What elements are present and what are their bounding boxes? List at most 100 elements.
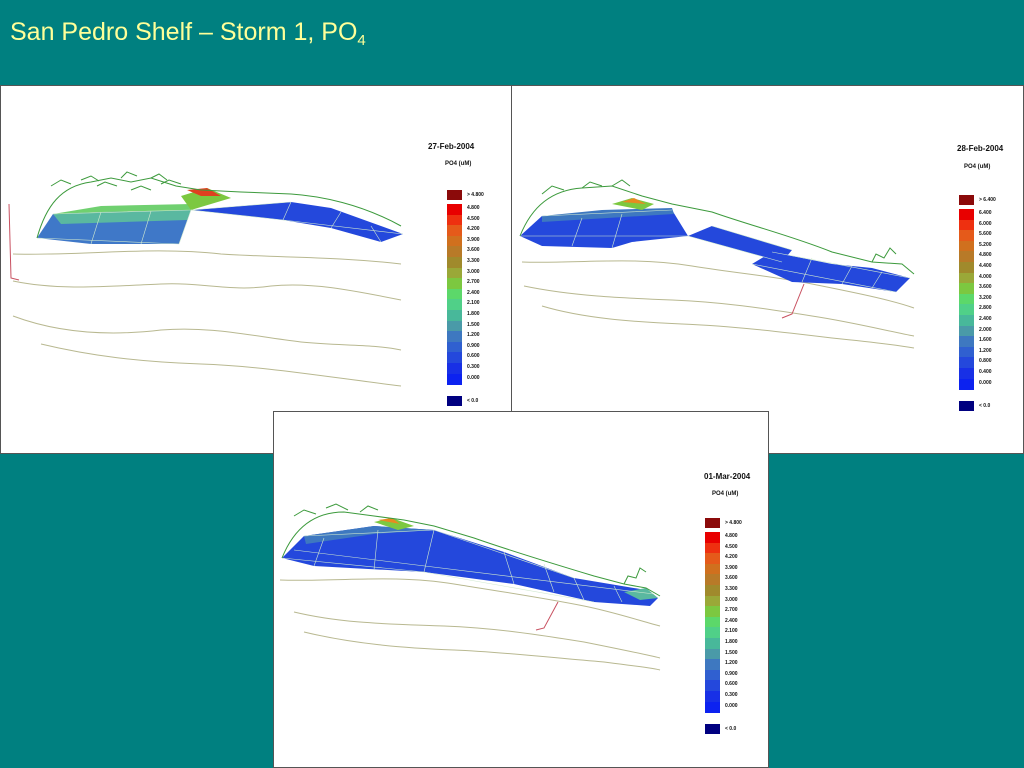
legend-swatch bbox=[447, 373, 462, 385]
legend-level-label: 3.600 bbox=[979, 284, 992, 291]
isobath-lines bbox=[521, 260, 915, 349]
legend-swatch bbox=[959, 315, 974, 326]
color-legend: > 4.800 4.800 4.500 4.200 3.900 3.600 3.300 3.0… bbox=[447, 190, 507, 410]
legend-level-label: 4.400 bbox=[979, 263, 992, 269]
grid-hotspot-red bbox=[378, 518, 400, 524]
legend-level-label: 0.000 bbox=[467, 374, 480, 381]
legend-level-label: 4.800 bbox=[725, 533, 738, 539]
legend-level-label: 4.200 bbox=[725, 554, 738, 561]
coastline bbox=[519, 179, 915, 275]
legend-swatch bbox=[447, 235, 462, 247]
legend-level-label: 2.400 bbox=[467, 289, 480, 296]
legend-level-label: 2.100 bbox=[725, 628, 738, 635]
legend-swatch bbox=[447, 320, 462, 332]
legend-swatch bbox=[705, 669, 720, 681]
grid-main bbox=[282, 526, 658, 606]
legend-swatch bbox=[705, 701, 720, 713]
legend-swatch bbox=[447, 267, 462, 279]
legend-swatch bbox=[447, 246, 462, 258]
legend-level-label: 1.500 bbox=[467, 321, 480, 328]
legend-swatch bbox=[447, 310, 462, 321]
legend-level-label: 2.700 bbox=[725, 607, 738, 614]
legend-over-swatch bbox=[447, 190, 462, 200]
grid-mid bbox=[688, 226, 792, 262]
legend-under-swatch bbox=[447, 396, 462, 407]
legend-swatch bbox=[447, 225, 462, 237]
panel-date: 01-Mar-2004 bbox=[704, 472, 751, 481]
grid-west-band bbox=[53, 210, 191, 224]
color-legend: > 4.800 4.800 4.500 4.200 3.900 3.600 3.300 3.0… bbox=[705, 518, 765, 738]
legend-swatch bbox=[705, 585, 720, 596]
legend-swatch bbox=[959, 262, 974, 273]
legend-swatch bbox=[447, 278, 462, 290]
isobath-2 bbox=[523, 285, 915, 337]
legend-level-label: 1.800 bbox=[725, 639, 738, 645]
model-grid bbox=[36, 188, 404, 245]
legend-level-label: 0.000 bbox=[725, 702, 738, 709]
legend-swatch bbox=[959, 368, 974, 379]
panel-variable: PO4 (uM) bbox=[964, 164, 991, 170]
legend-swatch bbox=[447, 257, 462, 268]
model-grid bbox=[520, 198, 911, 293]
legend-under-label: < 0.0 bbox=[725, 726, 737, 733]
legend-over-label: > 4.800 bbox=[467, 192, 484, 198]
map-panel-27-feb: 27-Feb-2004 PO4 (uM) > 4.800 4.800 4.500 4.… bbox=[0, 85, 513, 454]
legend-level-label: 3.900 bbox=[725, 564, 738, 571]
grid-lines bbox=[520, 209, 911, 293]
isobath-2 bbox=[12, 280, 402, 301]
legend-level-label: 1.200 bbox=[725, 660, 738, 667]
legend-swatch bbox=[705, 563, 720, 575]
legend-swatch bbox=[959, 283, 974, 295]
legend-level-label: 2.400 bbox=[979, 316, 992, 322]
grid-nearshore-hotspot bbox=[181, 188, 231, 210]
grid-hotspot-red bbox=[622, 198, 646, 204]
legend-swatch bbox=[447, 299, 462, 311]
legend-swatch bbox=[959, 304, 974, 316]
legend-level-label: 4.000 bbox=[979, 273, 992, 280]
legend-level-label: 3.000 bbox=[467, 268, 480, 275]
map-panel-28-feb: 28-Feb-2004 PO4 (uM) > 6.400 6.400 6.000 5.… bbox=[511, 85, 1024, 454]
legend-swatch bbox=[705, 553, 720, 565]
panel-variable: PO4 (uM) bbox=[445, 161, 472, 167]
legend-swatch bbox=[705, 542, 720, 554]
legend-level-label: 3.900 bbox=[467, 236, 480, 243]
grid-hotspot bbox=[612, 198, 654, 210]
map-plot bbox=[279, 503, 661, 671]
isobath-3 bbox=[541, 305, 915, 349]
legend-level-label: 0.800 bbox=[979, 358, 992, 365]
legend-under-swatch bbox=[705, 724, 720, 735]
legend-swatch bbox=[959, 230, 974, 242]
legend-level-label: 2.100 bbox=[467, 300, 480, 307]
isobath-1 bbox=[521, 260, 915, 309]
legend-swatch bbox=[705, 616, 720, 628]
legend-swatch bbox=[447, 352, 462, 364]
isobath-1 bbox=[12, 250, 402, 265]
map-plot bbox=[519, 179, 915, 349]
legend-level-label: 2.000 bbox=[979, 326, 992, 333]
legend-swatch bbox=[959, 251, 974, 263]
transect-line bbox=[781, 283, 805, 319]
legend-level-label: 0.600 bbox=[725, 681, 738, 688]
legend-swatch bbox=[705, 691, 720, 702]
legend-over-swatch bbox=[959, 195, 974, 205]
legend-level-label: 0.300 bbox=[725, 692, 738, 698]
legend-level-label: 4.800 bbox=[467, 205, 480, 211]
legend-level-label: 1.600 bbox=[979, 337, 992, 344]
legend-swatch bbox=[447, 363, 462, 374]
legend-over-label: > 6.400 bbox=[979, 197, 996, 203]
legend-level-label: 0.000 bbox=[979, 379, 992, 386]
slide-title-subscript: 4 bbox=[357, 32, 366, 49]
legend-swatch bbox=[447, 331, 462, 343]
legend-swatch bbox=[959, 219, 974, 231]
isobath-4 bbox=[40, 343, 402, 387]
legend-swatch bbox=[959, 336, 974, 348]
panel-date: 28-Feb-2004 bbox=[957, 144, 1004, 153]
slide-title-main: San Pedro Shelf – Storm 1, PO bbox=[10, 18, 358, 46]
transect-line bbox=[8, 203, 20, 281]
legend-swatch bbox=[959, 325, 974, 337]
grid-east bbox=[191, 202, 403, 242]
color-legend: > 6.400 6.400 6.000 5.600 5.200 4.800 4.400 4.0… bbox=[959, 195, 1019, 415]
legend-swatch bbox=[959, 357, 974, 369]
legend-level-label: 0.600 bbox=[467, 353, 480, 360]
isobath-1 bbox=[279, 578, 661, 627]
